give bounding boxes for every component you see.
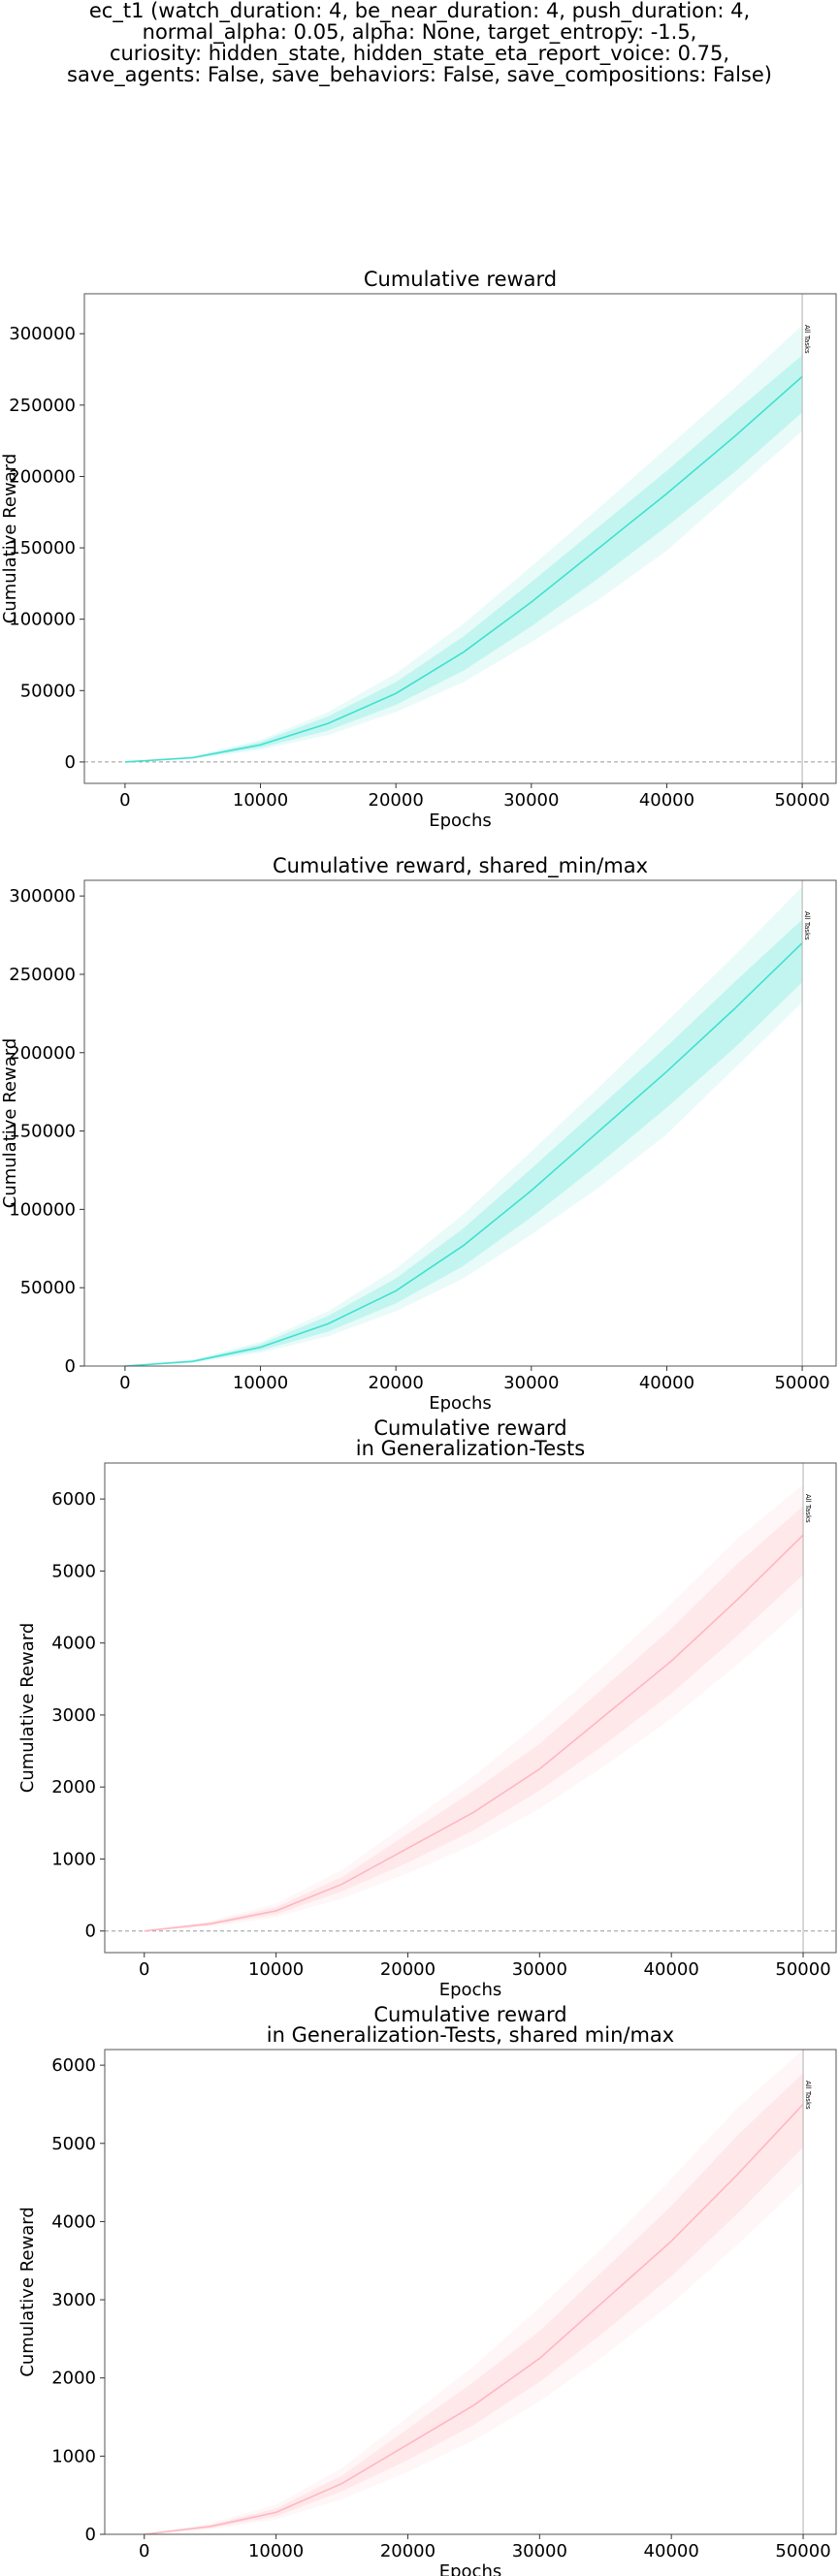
x-tick-label: 10000 — [248, 1959, 304, 1980]
y-tick-label: 2000 — [51, 2369, 96, 2389]
x-axis-label: Epochs — [439, 1980, 502, 2000]
chart-panel: Cumulative reward All Tasks 0 10000 20000 300… — [0, 268, 837, 831]
minmax-band — [124, 886, 803, 1366]
axes-frame — [104, 1462, 837, 1954]
chart-title: Cumulative reward, shared_min/max — [273, 854, 648, 878]
x-tick-label: 0 — [139, 2541, 149, 2561]
x-tick-label: 0 — [119, 1373, 130, 1393]
chart-title: in Generalization-Tests, shared min/max — [267, 2023, 674, 2047]
y-tick-label: 0 — [85, 2525, 96, 2545]
axes-frame — [83, 879, 837, 1367]
series-line — [124, 942, 803, 1367]
minmax-band — [144, 1484, 804, 1931]
chart-title: in Generalization-Tests — [356, 1437, 585, 1460]
series-line — [144, 1534, 804, 1932]
x-axis-label: Epochs — [429, 811, 492, 831]
y-tick-label: 300000 — [9, 886, 76, 906]
x-tick-label: 20000 — [369, 790, 424, 811]
task-vline-label: All Tasks — [803, 325, 811, 354]
x-tick-label: 30000 — [503, 1373, 559, 1393]
series-line — [144, 2103, 804, 2535]
x-tick-label: 50000 — [775, 2541, 830, 2561]
y-tick-label: 5000 — [51, 2134, 96, 2154]
y-tick-label: 150000 — [9, 538, 76, 558]
y-tick-label: 5000 — [51, 1561, 96, 1581]
minmax-band — [124, 325, 803, 762]
x-tick-label: 50000 — [775, 1959, 830, 1980]
x-tick-label: 50000 — [774, 790, 829, 811]
y-tick-label: 1000 — [51, 2446, 96, 2466]
x-tick-label: 20000 — [380, 2541, 436, 2561]
y-axis-label: Cumulative Reward — [0, 1038, 20, 1209]
suptitle-line: curiosity: hidden_state, hidden_state_et… — [109, 42, 730, 65]
chart-title: Cumulative reward — [373, 1416, 566, 1440]
x-tick-label: 0 — [139, 1959, 149, 1980]
y-tick-label: 300000 — [9, 324, 76, 344]
suptitle-line: ec_t1 (watch_duration: 4, be_near_durati… — [88, 0, 751, 22]
x-tick-label: 10000 — [233, 1373, 288, 1393]
chart-title: Cumulative reward — [364, 268, 557, 291]
x-tick-label: 40000 — [639, 790, 694, 811]
y-tick-label: 200000 — [9, 466, 76, 487]
y-axis-label: Cumulative Reward — [17, 1623, 38, 1794]
y-tick-label: 4000 — [51, 1634, 96, 1654]
y-tick-label: 250000 — [9, 396, 76, 416]
chart-panel: Cumulative reward, shared_min/max All Tas… — [0, 854, 837, 1414]
std-band — [124, 355, 803, 762]
y-tick-label: 0 — [65, 752, 76, 773]
x-axis-label: Epochs — [429, 1393, 492, 1414]
y-tick-label: 250000 — [9, 965, 76, 985]
x-tick-label: 0 — [119, 790, 130, 811]
axes-frame — [104, 2049, 837, 2535]
y-tick-label: 0 — [65, 1356, 76, 1377]
axes-frame — [83, 293, 837, 784]
x-tick-label: 30000 — [512, 1959, 567, 1980]
y-tick-label: 3000 — [51, 1705, 96, 1726]
y-tick-label: 6000 — [51, 1489, 96, 1510]
y-tick-label: 200000 — [9, 1043, 76, 1064]
y-tick-label: 150000 — [9, 1122, 76, 1142]
suptitle-line: normal_alpha: 0.05, alpha: None, target_… — [142, 20, 697, 44]
std-band — [144, 2073, 804, 2534]
y-tick-label: 50000 — [20, 681, 76, 701]
y-tick-label: 1000 — [51, 1849, 96, 1869]
x-tick-label: 20000 — [380, 1959, 436, 1980]
std-band — [124, 919, 803, 1366]
x-tick-label: 10000 — [248, 2541, 304, 2561]
y-tick-label: 50000 — [20, 1278, 76, 1298]
y-tick-label: 4000 — [51, 2211, 96, 2232]
task-vline-label: All Tasks — [804, 1494, 812, 1523]
suptitle-line: save_agents: False, save_behaviors: Fals… — [67, 63, 772, 86]
y-tick-label: 6000 — [51, 2055, 96, 2076]
y-tick-label: 0 — [85, 1922, 96, 1942]
y-tick-label: 3000 — [51, 2290, 96, 2310]
task-vline-label: All Tasks — [804, 2081, 812, 2110]
y-tick-label: 2000 — [51, 1777, 96, 1797]
task-vline-label: All Tasks — [803, 911, 811, 940]
y-axis-label: Cumulative Reward — [17, 2207, 38, 2377]
x-axis-label: Epochs — [439, 2561, 502, 2576]
series-line — [124, 375, 803, 763]
x-tick-label: 40000 — [644, 2541, 699, 2561]
x-tick-label: 20000 — [369, 1373, 424, 1393]
chart-title: Cumulative reward — [373, 2003, 566, 2026]
x-tick-label: 40000 — [639, 1373, 694, 1393]
x-tick-label: 30000 — [503, 790, 559, 811]
minmax-band — [144, 2050, 804, 2534]
y-axis-label: Cumulative Reward — [0, 454, 20, 624]
figure-suptitle: ec_t1 (watch_duration: 4, be_near_durati… — [0, 0, 839, 85]
std-band — [144, 1506, 804, 1931]
x-tick-label: 40000 — [644, 1959, 699, 1980]
x-tick-label: 30000 — [512, 2541, 567, 2561]
y-tick-label: 100000 — [9, 1199, 76, 1220]
x-tick-label: 10000 — [233, 790, 288, 811]
y-tick-label: 100000 — [9, 610, 76, 630]
x-tick-label: 50000 — [774, 1373, 829, 1393]
